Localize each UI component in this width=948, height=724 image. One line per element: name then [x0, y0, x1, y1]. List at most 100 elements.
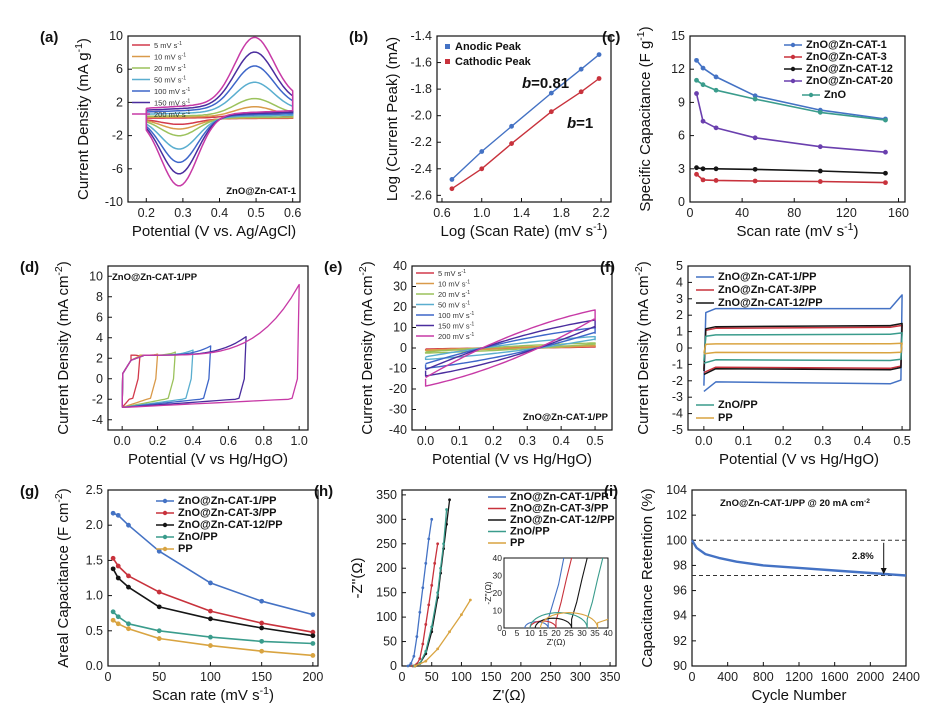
data-point: [259, 648, 265, 654]
legend-entry: 5 mV s-1: [154, 41, 182, 50]
cv-curve: [703, 332, 903, 364]
y-tick-label: 0: [676, 341, 683, 355]
y-tick-label: 1.5: [86, 553, 103, 567]
y-tick-label: -2.4: [410, 162, 432, 176]
plot-frame: [127, 35, 301, 203]
legend-entry: 10 mV s-1: [154, 53, 186, 62]
y-tick-label: 0.0: [86, 659, 103, 673]
cv-curve: [121, 283, 300, 409]
cv-curve: [424, 309, 596, 387]
panel-g: 0 50 100 150 200 0.0 0.5 1.0 1.5 2.0 2.5 (g) Scan ra…: [20, 483, 323, 704]
inset-y-tick-label: 40: [493, 553, 503, 563]
data-point: [310, 653, 316, 658]
y-tick-label: 0: [390, 659, 397, 673]
data-point: [578, 89, 584, 95]
y-tick-label: -2: [92, 392, 103, 406]
data-point: [310, 612, 316, 618]
inset-curve: [529, 557, 573, 629]
x-tick-label: 200: [302, 670, 323, 684]
y-tick-label: 2: [676, 308, 683, 322]
inset-x-tick-label: 20: [551, 628, 561, 638]
y-tick-label: 200: [376, 561, 397, 575]
y-tick-label: 8: [96, 290, 103, 304]
data-point: [817, 109, 823, 115]
y-tick-label: 2: [116, 95, 123, 109]
y-tick-label: 96: [673, 584, 687, 598]
data-point: [156, 628, 162, 634]
data-point: [713, 87, 719, 93]
data-point: [427, 603, 431, 607]
panel-annotation: ZnO@Zn-CAT-1: [226, 186, 296, 197]
data-point: [596, 52, 602, 57]
data-point: [694, 91, 699, 96]
x-axis-label: Potential (V vs. Ag/AgCl): [132, 223, 296, 240]
series-line: [414, 599, 471, 667]
x-tick-label: 0.2: [774, 434, 791, 448]
y-tick-label: 4: [96, 331, 103, 345]
data-point: [883, 180, 888, 186]
legend-entry: ZnO/PP: [718, 399, 758, 411]
x-tick-label: 0.4: [184, 434, 201, 448]
y-tick-label: 15: [671, 29, 685, 43]
data-point: [126, 626, 131, 632]
inset-curve: [534, 557, 588, 629]
legend-marker: [445, 59, 450, 64]
y-tick-label: 102: [666, 508, 687, 522]
cv-curve: [145, 36, 294, 187]
legend-entry: 20 mV s-1: [154, 64, 186, 73]
legend-marker: [162, 546, 168, 552]
y-tick-label: 10: [89, 269, 103, 283]
panel-label: (h): [314, 483, 333, 500]
data-point: [700, 82, 706, 88]
x-axis-label: Z'(Ω): [492, 687, 525, 704]
x-tick-label: 0.0: [695, 434, 712, 448]
x-tick-label: 0.3: [814, 434, 831, 448]
data-point: [115, 512, 121, 518]
y-tick-label: 300: [376, 512, 397, 526]
legend-entry: ZnO/PP: [510, 526, 550, 538]
data-point: [156, 548, 162, 554]
x-tick-label: 0.5: [586, 434, 603, 448]
plot-frame: [107, 265, 309, 431]
panel-label: (i): [604, 483, 618, 500]
y-tick-label: 98: [673, 558, 687, 572]
data-point: [310, 633, 316, 639]
legend: Anodic Peak Cathodic Peak: [445, 41, 532, 68]
cv-curve: [121, 354, 141, 408]
y-tick-label: -2: [112, 129, 123, 143]
data-point: [578, 66, 584, 72]
inset-y-tick-label: 10: [493, 606, 503, 616]
x-tick-label: 1.8: [553, 206, 570, 220]
series-line: [690, 539, 907, 577]
x-tick-label: 1600: [821, 670, 849, 684]
plot-frame: [689, 35, 906, 203]
legend-entry: ZnO@Zn-CAT-3: [806, 51, 887, 63]
legend-marker: [162, 498, 168, 504]
legend-entry: 200 mV s-1: [438, 332, 474, 341]
y-tick-label: 1: [676, 325, 683, 339]
x-axis-label: Scan rate (mV s-1): [152, 685, 274, 704]
legend-entry: ZnO@Zn-CAT-12: [806, 63, 893, 75]
y-tick-label: -3: [672, 390, 683, 404]
x-tick-label: 250: [540, 670, 561, 684]
y-axis-label: Areal Capacitance (F cm-2): [53, 488, 72, 667]
x-tick-label: 150: [481, 670, 502, 684]
inset-x-tick-label: 40: [603, 628, 613, 638]
y-tick-label: 92: [673, 634, 687, 648]
series-line: [696, 166, 886, 174]
y-tick-label: -2: [672, 374, 683, 388]
data-point: [424, 623, 428, 626]
legend-entry: ZnO@Zn-CAT-1/PP: [510, 491, 609, 503]
cv-curve: [121, 336, 247, 409]
data-point: [126, 573, 131, 579]
cv-curve: [145, 51, 294, 175]
panel-h: 0 50 100 150 200 250 300 3500501001502002503003…: [314, 483, 621, 704]
legend-entry: 5 mV s-1: [438, 269, 466, 278]
data-point: [442, 542, 446, 546]
y-tick-label: 3: [678, 162, 685, 176]
data-point: [509, 123, 514, 129]
inset-x-tick-label: 30: [577, 628, 587, 638]
legend-marker: [162, 510, 168, 516]
legend-marker: [162, 534, 168, 540]
